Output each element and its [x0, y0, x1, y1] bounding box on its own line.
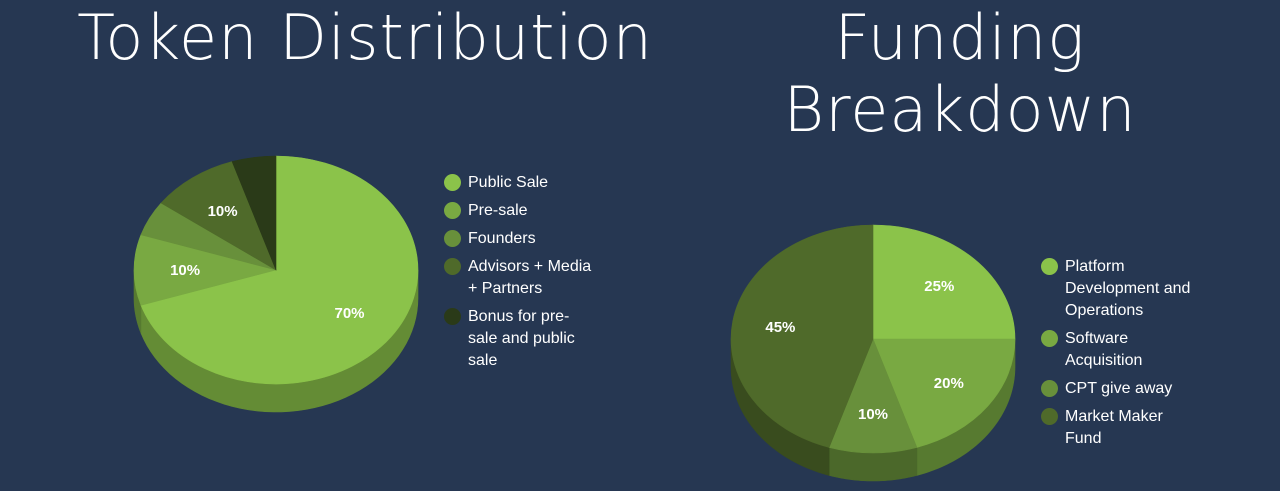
legend-label: Pre-sale: [468, 202, 528, 219]
legend-swatch: [1041, 408, 1058, 425]
legend-label: Founders: [468, 230, 536, 247]
title-line: Funding: [834, 1, 1086, 74]
legend-item-1-2: CPT give away: [1041, 378, 1191, 400]
legend-label: Market Maker Fund: [1065, 408, 1163, 447]
pie-slice-1-1: [872, 338, 1016, 448]
legend-swatch: [444, 230, 461, 247]
title-line: Breakdown: [783, 73, 1137, 146]
pie-slice-1-3: [730, 224, 874, 448]
legend-swatch: [1041, 380, 1058, 397]
chart-title-funding-breakdown: Funding Breakdown: [680, 2, 1240, 146]
legend-swatch: [1041, 330, 1058, 347]
legend-label: CPT give away: [1065, 380, 1173, 397]
legend-label: Bonus for pre-sale and public sale: [468, 308, 575, 369]
pie-slice-1-0: [872, 224, 1016, 340]
pie-slice-1-2: [828, 338, 918, 454]
legend-label: Advisors + Media + Partners: [468, 258, 592, 297]
pie-data-label-1-3: 45%: [765, 319, 795, 336]
token-distribution-legend: Public Sale Pre-sale Founders Advisors + Me…: [444, 172, 594, 378]
legend-item-1-3: Market Maker Fund: [1041, 406, 1191, 450]
legend-swatch: [444, 308, 461, 325]
legend-item-0-2: Founders: [444, 228, 594, 250]
pie-data-label-0-3: 10%: [208, 203, 238, 220]
chart-title-token-distribution: Token Distribution: [77, 1, 653, 74]
pie-data-label-0-0: 70%: [334, 305, 364, 322]
funding-breakdown-legend: Platform Development and Operations Softw…: [1041, 256, 1191, 456]
legend-item-0-4: Bonus for pre-sale and public sale: [444, 306, 594, 372]
legend-label: Software Acquisition: [1065, 330, 1143, 369]
pie-slice-0-4: [231, 155, 277, 271]
legend-item-0-3: Advisors + Media + Partners: [444, 256, 594, 300]
legend-label: Public Sale: [468, 174, 549, 191]
legend-item-1-1: Software Acquisition: [1041, 328, 1191, 372]
legend-swatch: [1041, 258, 1058, 275]
legend-swatch: [444, 202, 461, 219]
legend-swatch: [444, 258, 461, 275]
pie-data-label-1-2: 10%: [858, 406, 888, 423]
pie-slice-0-1: [133, 234, 278, 306]
legend-item-0-1: Pre-sale: [444, 200, 594, 222]
pie-data-label-1-0: 25%: [924, 278, 954, 295]
legend-item-1-0: Platform Development and Operations: [1041, 256, 1191, 322]
pie-data-label-1-1: 20%: [934, 375, 964, 392]
pie-slice-0-3: [160, 161, 277, 271]
pie-data-label-0-1: 10%: [170, 262, 200, 279]
legend-label: Platform Development and Operations: [1065, 258, 1191, 319]
pie-slice-0-0: [140, 155, 419, 385]
legend-swatch: [444, 174, 461, 191]
legend-item-0-0: Public Sale: [444, 172, 594, 194]
